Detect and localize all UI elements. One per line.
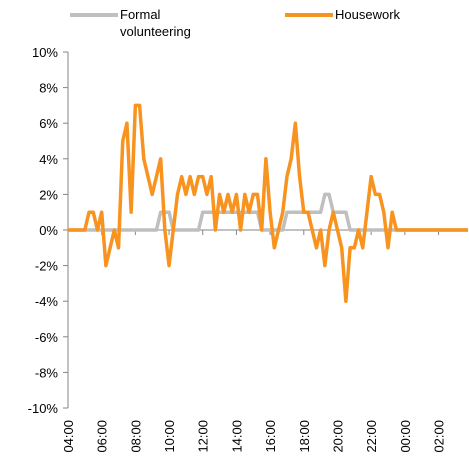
y-tick-label: -4% <box>35 294 59 309</box>
legend-swatch <box>285 13 333 17</box>
y-tick-label: 2% <box>39 187 58 202</box>
y-tick-label: -10% <box>28 401 59 416</box>
x-tick-label: 18:00 <box>297 420 312 453</box>
series-line <box>68 103 468 303</box>
x-tick-label: 20:00 <box>330 420 345 453</box>
legend-item: Housework <box>285 6 400 23</box>
legend-swatch <box>70 13 118 17</box>
x-tick-label: 12:00 <box>196 420 211 453</box>
x-tick-label: 02:00 <box>432 420 447 453</box>
x-tick-label: 06:00 <box>95 420 110 453</box>
legend-label: Formal volunteering <box>120 7 191 39</box>
x-tick-label: 04:00 <box>61 420 76 453</box>
y-tick-label: -2% <box>35 259 59 274</box>
x-tick-label: 16:00 <box>263 420 278 453</box>
y-tick-label: -8% <box>35 365 59 380</box>
x-tick-label: 10:00 <box>162 420 177 453</box>
x-tick-label: 08:00 <box>128 420 143 453</box>
x-tick-label: 00:00 <box>398 420 413 453</box>
legend-item: Formal volunteering <box>70 6 220 40</box>
y-tick-label: -6% <box>35 330 59 345</box>
y-tick-label: 6% <box>39 116 58 131</box>
y-tick-label: 4% <box>39 152 58 167</box>
y-tick-label: 0% <box>39 223 58 238</box>
x-tick-label: 22:00 <box>364 420 379 453</box>
y-tick-label: 10% <box>32 45 58 60</box>
legend-label: Housework <box>335 7 401 22</box>
y-tick-label: 8% <box>39 81 58 96</box>
x-tick-label: 14:00 <box>229 420 244 453</box>
